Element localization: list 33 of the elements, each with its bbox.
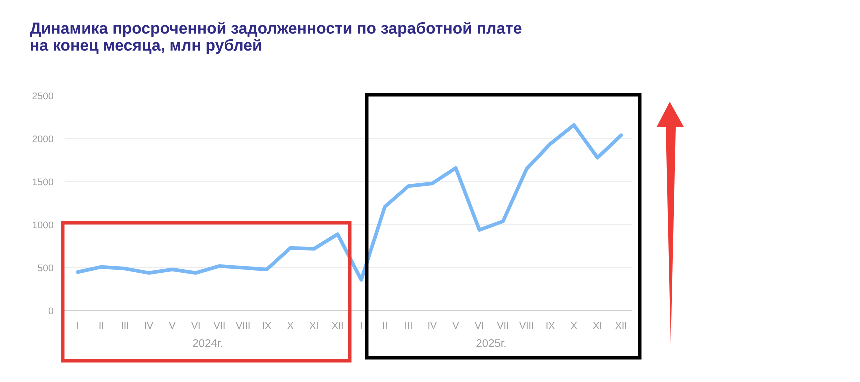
chart-title: Динамика просроченной задолженности по заработной плате на конец месяца, млн рублей	[30, 22, 522, 54]
x-tick-label: VIII	[236, 322, 250, 330]
x-tick-label: IX	[546, 322, 555, 330]
x-tick-label: II	[100, 322, 104, 330]
line-series	[76, 123, 624, 282]
x-tick-label: IV	[145, 322, 154, 330]
y-tick-label: 2500	[32, 92, 54, 100]
x-tick-label: XII	[332, 322, 343, 330]
x-tick-label: X	[288, 322, 294, 330]
x-tick-label: V	[452, 322, 460, 330]
y-tick-label: 1000	[33, 222, 54, 229]
text: 2024г.	[193, 339, 222, 348]
x-tick-label: I	[361, 322, 362, 330]
x-tick-label: IV	[428, 322, 437, 330]
x-tick-label: XI	[593, 322, 602, 330]
x-tick-label: VI	[192, 322, 200, 330]
x-tick-label: XI	[310, 322, 318, 330]
x-tick-label: III	[122, 322, 128, 330]
x-tick-label: VII	[497, 322, 508, 330]
x-tick-label: VIII	[520, 322, 534, 330]
x-tick-label: II	[383, 322, 387, 330]
x-tick-label: VI	[475, 322, 484, 330]
y-tick-label: 500	[38, 264, 54, 272]
x-tick-label: III	[406, 322, 412, 330]
x-tick-label: VII	[214, 322, 225, 330]
x-tick-label: XII	[616, 322, 626, 330]
x-tick-label: V	[169, 322, 176, 330]
x-tick-label: IX	[263, 322, 272, 330]
text: 2025г.	[476, 339, 506, 348]
y-tick-label: 1500	[33, 178, 54, 186]
x-tick-label: X	[571, 322, 578, 330]
y-tick-label: 2000	[32, 136, 54, 143]
y-tick-label: 0	[48, 308, 54, 315]
